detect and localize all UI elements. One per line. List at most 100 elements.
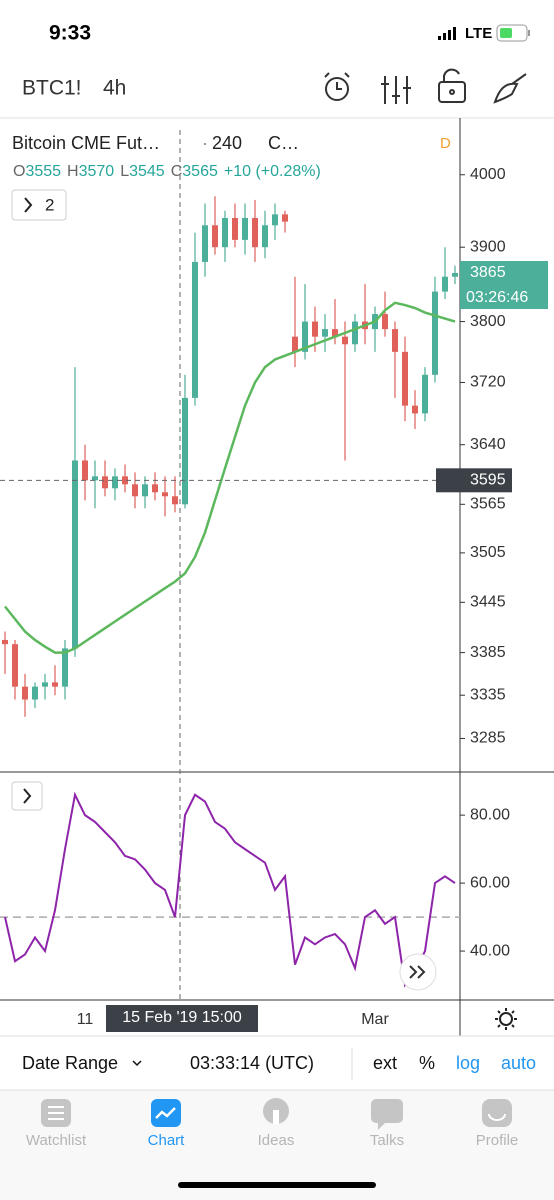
candle-body: [452, 273, 458, 277]
last-price: 3865: [470, 264, 506, 281]
y-tick-label: 3505: [470, 544, 506, 561]
candle-body: [272, 214, 278, 226]
y-tick-label: 3565: [470, 496, 506, 513]
ohlc-value: 3570: [79, 163, 115, 180]
interval[interactable]: 4h: [103, 77, 126, 100]
y-tick-label: 3385: [470, 644, 506, 661]
candle-body: [2, 639, 8, 645]
candle-body: [282, 214, 288, 222]
percent[interactable]: %: [419, 1053, 435, 1073]
settings-icon[interactable]: [495, 1008, 517, 1030]
battery: [496, 24, 530, 42]
signal: [438, 27, 456, 40]
crosshair-price: 3595: [470, 472, 506, 489]
candle-body: [62, 648, 68, 687]
date-range[interactable]: Date Range: [22, 1053, 118, 1073]
indicators-count: 2: [45, 195, 54, 214]
candle-body: [132, 484, 138, 497]
ohlc-change: +10 (+0.28%): [224, 163, 321, 180]
tab-label[interactable]: Watchlist: [26, 1132, 87, 1149]
symbol[interactable]: BTC1!: [22, 77, 82, 100]
candle-body: [352, 321, 358, 345]
y-tick-label: 60.00: [470, 874, 510, 891]
moving-average: [4, 301, 456, 654]
y-tick-label: 4000: [470, 166, 506, 183]
tab-label[interactable]: Chart: [148, 1132, 186, 1149]
status-network: LTE: [465, 25, 492, 42]
log-toggle[interactable]: log: [456, 1053, 480, 1073]
candle-body: [422, 374, 428, 414]
y-tick-label: 80.00: [470, 806, 510, 823]
candle-body: [392, 329, 398, 352]
legend-interval: 240: [212, 133, 242, 153]
candle-body: [402, 351, 408, 406]
y-tick-label: 3900: [470, 238, 506, 255]
y-tick-label: 3445: [470, 594, 506, 611]
candle-body: [412, 405, 418, 414]
candle-body: [262, 225, 268, 248]
candle-body: [152, 484, 158, 493]
ohlc-label: O: [13, 163, 25, 180]
tab-label[interactable]: Talks: [370, 1132, 404, 1149]
candle-body: [162, 492, 168, 497]
ohlc-value: 3545: [129, 163, 165, 180]
legend-ohlc: O3555 H3570 L3545 C3565 +10 (+0.28%): [13, 163, 321, 180]
candle-body: [442, 276, 448, 292]
candle-body: [342, 336, 348, 345]
ohlc-value: 3565: [182, 163, 218, 180]
candle-body: [332, 329, 338, 337]
y-tick-label: 3800: [470, 313, 506, 330]
y-tick-label: 3335: [470, 686, 506, 703]
candle-body: [192, 261, 198, 398]
crosshair-price-box: [436, 468, 512, 493]
y-tick-label: 40.00: [470, 942, 510, 959]
x-tick-label: 11: [77, 1011, 94, 1028]
candle-body: [202, 225, 208, 262]
candle-body: [22, 686, 28, 700]
candle-body: [32, 686, 38, 700]
crosshair-time-box: [106, 1005, 258, 1032]
candle-body: [292, 336, 298, 352]
x-tick-label: Mar: [361, 1011, 389, 1028]
candle-body: [312, 321, 318, 337]
candle-body: [232, 217, 238, 240]
home-indicator: [178, 1182, 376, 1188]
candle-body: [52, 682, 58, 687]
y-tick-label: 3720: [470, 374, 506, 391]
tab-label[interactable]: Ideas: [258, 1132, 295, 1149]
legend-exchange: C…: [268, 133, 299, 153]
candle-body: [102, 476, 108, 489]
clock: 03:33:14 (UTC): [190, 1053, 314, 1073]
toolbar-icons[interactable]: [324, 68, 527, 104]
chevron: [132, 1060, 142, 1067]
candle-body: [42, 682, 48, 687]
candle-body: [382, 314, 388, 330]
indicators-button[interactable]: 2: [11, 189, 67, 221]
candle-body: [242, 217, 248, 240]
tab-icons: [41, 1098, 512, 1130]
scroll-button[interactable]: [399, 953, 437, 991]
candle-body: [142, 484, 148, 497]
legend-session: D: [440, 135, 451, 152]
candle-body: [72, 460, 78, 649]
last-price-box: [460, 261, 548, 310]
auto-toggle[interactable]: auto: [501, 1053, 536, 1073]
ohlc-value: 3555: [25, 163, 61, 180]
candle-body: [92, 476, 98, 481]
ohlc-label: L: [120, 163, 129, 180]
rsi-button[interactable]: [11, 781, 43, 811]
candle-body: [302, 321, 308, 352]
candle-body: [322, 329, 328, 337]
candle-body: [112, 476, 118, 489]
candle-body: [122, 476, 128, 485]
status-time: 9:33: [49, 22, 91, 45]
ohlc-label: C: [171, 163, 183, 180]
ext[interactable]: ext: [373, 1053, 397, 1073]
y-tick-label: 3640: [470, 436, 506, 453]
tab-label[interactable]: Profile: [476, 1132, 519, 1149]
candle-body: [12, 644, 18, 687]
crosshair-time: 15 Feb '19 15:00: [122, 1009, 242, 1026]
candle-body: [252, 217, 258, 248]
